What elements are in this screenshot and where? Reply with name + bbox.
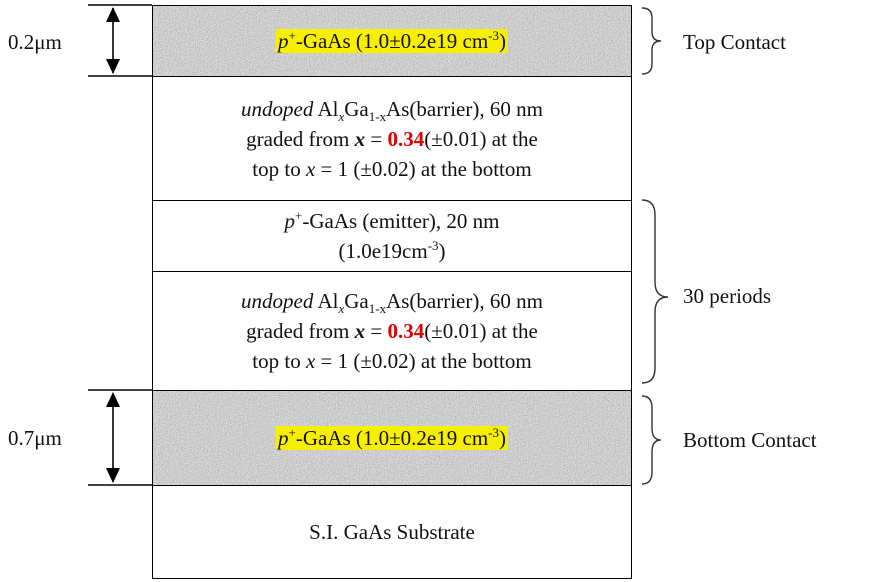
- bottom-thickness-label: 0.7μm: [8, 426, 62, 450]
- undoped-label: undoped: [241, 96, 314, 121]
- barrier-period-line3: top to x = 1 (±0.02) at the bottom: [252, 346, 531, 376]
- graded-text: graded from: [246, 126, 355, 151]
- tolerance-text: (±0.01) at the: [424, 126, 538, 151]
- barrier-period-line1: undoped AlxGa1-xAs(barrier), 60 nm: [241, 286, 543, 316]
- barrier-layer-top: undoped AlxGa1-xAs(barrier), 60 nm grade…: [152, 76, 632, 201]
- x-bold: x: [354, 126, 366, 151]
- graded-text: graded from: [246, 319, 355, 343]
- bottom-contact-plus: +: [288, 425, 296, 440]
- bottom-contact-exp: -3: [488, 425, 499, 440]
- periods-side-label: 30 periods: [683, 284, 772, 308]
- al-text: Al: [313, 96, 339, 121]
- x-value-red: 0.34: [387, 126, 425, 151]
- emitter-conc-text: (1.0e19cm: [338, 239, 428, 263]
- barrier-rest-text: As(barrier), 60 nm: [386, 289, 543, 313]
- emitter-line2: (1.0e19cm-3): [338, 236, 445, 266]
- bottom-contact-highlight: p+-GaAs (1.0±0.2e19 cm-3): [276, 426, 508, 450]
- top-contact-close: ): [499, 29, 506, 53]
- substrate-layer: S.I. GaAs Substrate: [152, 485, 632, 579]
- bottom-contact-brace: [641, 395, 662, 485]
- top-contact-text: -GaAs (1.0±0.2e19 cm: [295, 29, 489, 53]
- top-contact-p: p: [278, 29, 289, 53]
- bottom-contact-side-label: Bottom Contact: [683, 428, 817, 452]
- emitter-exp: -3: [427, 238, 439, 253]
- bottom-contact-p: p: [278, 426, 289, 450]
- bottom-value-text: = 1 (±0.02) at the bottom: [315, 156, 532, 181]
- al-text: Al: [313, 289, 339, 313]
- top-dimension-arrow: [88, 4, 152, 77]
- emitter-plus: +: [295, 208, 303, 223]
- top-to-text: top to: [252, 156, 306, 181]
- emitter-p: p: [284, 209, 296, 233]
- one-minus-x-sub: 1-x: [368, 301, 387, 317]
- top-thickness-label: 0.2μm: [8, 30, 62, 54]
- x-bold: x: [354, 319, 366, 343]
- equals-text: =: [365, 126, 388, 151]
- top-contact-side-label: Top Contact: [683, 30, 786, 54]
- substrate-label: S.I. GaAs Substrate: [309, 520, 475, 544]
- bottom-contact-text: -GaAs (1.0±0.2e19 cm: [295, 426, 489, 450]
- emitter-close: ): [438, 239, 446, 263]
- ga-text: Ga: [344, 96, 369, 121]
- ga-text: Ga: [344, 289, 369, 313]
- emitter-layer: p+-GaAs (emitter), 20 nm (1.0e19cm-3): [152, 200, 632, 272]
- bottom-contact-label: p+-GaAs (1.0±0.2e19 cm-3): [276, 423, 508, 453]
- barrier-top-line1: undoped AlxGa1-xAs(barrier), 60 nm: [241, 94, 543, 124]
- barrier-top-line2: graded from x = 0.34(±0.01) at the: [246, 124, 538, 154]
- x-italic: x: [305, 156, 316, 181]
- equals-text: =: [365, 319, 388, 343]
- layer-stack: p+-GaAs (1.0±0.2e19 cm-3) undoped AlxGa1…: [152, 5, 632, 579]
- barrier-rest-text: As(barrier), 60 nm: [386, 96, 543, 121]
- tolerance-text: (±0.01) at the: [424, 319, 538, 343]
- x-value-red: 0.34: [387, 319, 425, 343]
- periods-brace: [641, 199, 669, 384]
- top-contact-exp: -3: [488, 28, 499, 43]
- barrier-top-line3: top to x = 1 (±0.02) at the bottom: [252, 154, 531, 184]
- bottom-contact-close: ): [499, 426, 506, 450]
- emitter-line1: p+-GaAs (emitter), 20 nm: [285, 206, 500, 236]
- x-sub: x: [338, 301, 345, 317]
- barrier-period-line2: graded from x = 0.34(±0.01) at the: [246, 316, 538, 346]
- emitter-line1-text: -GaAs (emitter), 20 nm: [302, 209, 500, 233]
- top-contact-label: p+-GaAs (1.0±0.2e19 cm-3): [276, 26, 508, 56]
- top-contact-brace: [641, 7, 662, 75]
- barrier-layer-period: undoped AlxGa1-xAs(barrier), 60 nm grade…: [152, 271, 632, 391]
- bottom-contact-layer: p+-GaAs (1.0±0.2e19 cm-3): [152, 390, 632, 486]
- top-contact-plus: +: [288, 28, 296, 43]
- undoped-label: undoped: [241, 289, 314, 313]
- bottom-dimension-arrow: [88, 389, 152, 486]
- top-contact-layer: p+-GaAs (1.0±0.2e19 cm-3): [152, 5, 632, 77]
- bottom-value-text: = 1 (±0.02) at the bottom: [315, 349, 532, 373]
- x-sub: x: [338, 108, 345, 124]
- x-italic: x: [305, 349, 316, 373]
- one-minus-x-sub: 1-x: [368, 108, 387, 124]
- top-to-text: top to: [252, 349, 306, 373]
- top-contact-highlight: p+-GaAs (1.0±0.2e19 cm-3): [276, 29, 508, 53]
